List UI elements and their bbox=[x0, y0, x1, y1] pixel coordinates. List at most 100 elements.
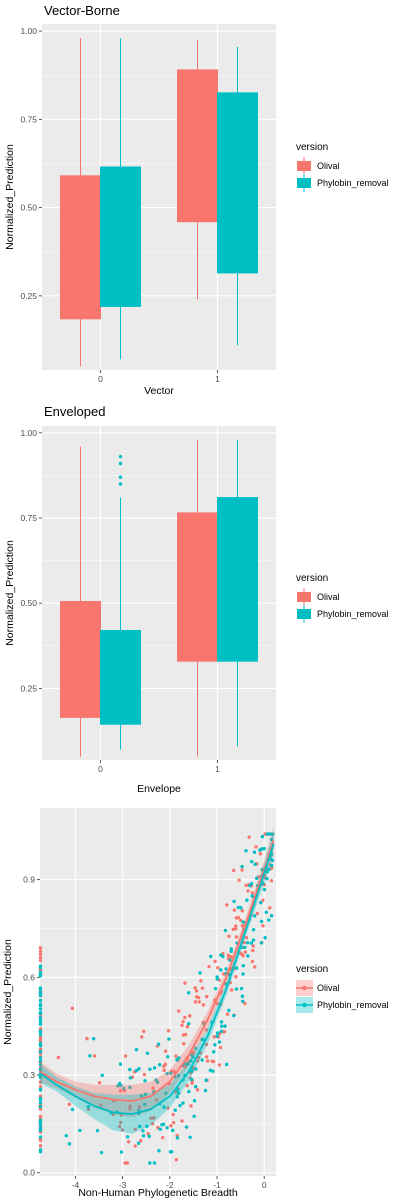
data-point bbox=[194, 1067, 198, 1071]
data-point bbox=[166, 1029, 171, 1033]
data-point bbox=[38, 1019, 43, 1024]
box-phylobin_removal-1 bbox=[217, 439, 258, 747]
data-point bbox=[181, 1019, 185, 1024]
data-point bbox=[211, 1069, 215, 1073]
data-point bbox=[234, 916, 239, 920]
box-body bbox=[60, 601, 101, 718]
data-point bbox=[234, 926, 238, 931]
data-point bbox=[209, 954, 213, 959]
data-point bbox=[270, 858, 275, 863]
data-point bbox=[137, 1067, 141, 1071]
data-point bbox=[234, 935, 239, 939]
data-point bbox=[219, 1020, 224, 1024]
data-point bbox=[38, 1062, 43, 1067]
y-tick-label: 0.75 bbox=[20, 513, 37, 523]
y-axis-label: Normalized_Prediction bbox=[2, 939, 14, 1045]
data-point bbox=[181, 1101, 185, 1105]
chart-title: Vector-Borne bbox=[44, 3, 120, 18]
box-olival-1 bbox=[177, 39, 218, 300]
x-tick-label: -2 bbox=[166, 1180, 174, 1190]
data-point bbox=[128, 1076, 133, 1080]
legend-1: version Olival Phylobin_removal bbox=[296, 142, 389, 192]
data-point bbox=[125, 1161, 130, 1165]
data-point bbox=[157, 1063, 162, 1067]
data-point bbox=[164, 1091, 168, 1095]
y-tick-label: 1.00 bbox=[20, 26, 37, 36]
data-point bbox=[119, 1113, 124, 1117]
data-point bbox=[38, 1017, 43, 1021]
y-tick-label: 0.50 bbox=[20, 598, 37, 608]
data-point bbox=[223, 1024, 227, 1028]
data-point bbox=[251, 944, 255, 948]
data-point bbox=[148, 1067, 152, 1071]
data-point bbox=[211, 1050, 216, 1054]
smooth-line-olival bbox=[39, 840, 275, 1103]
data-point bbox=[192, 1114, 196, 1118]
data-point bbox=[249, 881, 254, 886]
data-point bbox=[261, 924, 265, 928]
data-point bbox=[186, 1021, 191, 1026]
box-phylobin_removal-0 bbox=[100, 454, 141, 750]
data-point bbox=[38, 1114, 43, 1119]
data-point bbox=[229, 949, 233, 954]
data-point bbox=[38, 1074, 43, 1079]
data-point bbox=[241, 953, 245, 958]
data-point bbox=[38, 1135, 43, 1139]
data-point bbox=[137, 1108, 141, 1112]
data-point bbox=[38, 1044, 43, 1048]
data-point bbox=[245, 898, 249, 902]
data-point bbox=[133, 1144, 137, 1148]
data-point bbox=[259, 941, 264, 945]
y-axis-label: Normalized_Prediction bbox=[4, 540, 16, 646]
data-point bbox=[245, 941, 250, 945]
data-point bbox=[261, 898, 265, 902]
data-point bbox=[269, 914, 274, 918]
data-point bbox=[147, 1134, 151, 1139]
data-point bbox=[128, 1085, 132, 1090]
data-point bbox=[169, 1071, 173, 1075]
data-point bbox=[237, 878, 241, 882]
legend-key-box bbox=[297, 178, 311, 188]
data-point bbox=[240, 908, 244, 913]
data-point bbox=[189, 1104, 193, 1108]
data-point bbox=[182, 1042, 186, 1046]
data-point bbox=[231, 927, 235, 932]
data-point bbox=[240, 868, 244, 872]
data-point bbox=[175, 1094, 180, 1099]
data-point bbox=[185, 1024, 190, 1029]
data-point bbox=[38, 1120, 43, 1124]
box-outlier-point bbox=[118, 482, 123, 486]
data-point bbox=[174, 1090, 178, 1095]
chart-title: Enveloped bbox=[44, 404, 105, 419]
data-point bbox=[38, 1029, 43, 1033]
data-point bbox=[175, 1136, 180, 1140]
data-point bbox=[157, 1149, 161, 1153]
box-body bbox=[177, 69, 218, 223]
data-point bbox=[158, 1127, 162, 1131]
data-point bbox=[192, 1099, 197, 1103]
data-point bbox=[99, 1103, 103, 1107]
data-point bbox=[196, 1059, 200, 1063]
data-point bbox=[200, 1037, 204, 1041]
data-point bbox=[254, 845, 258, 849]
x-axis-label: Envelope bbox=[137, 783, 181, 795]
data-point bbox=[137, 1124, 142, 1129]
data-point bbox=[232, 1013, 236, 1018]
data-point bbox=[38, 949, 43, 953]
data-point bbox=[199, 979, 203, 983]
data-point bbox=[232, 899, 236, 904]
legend-label: Phylobin_removal bbox=[317, 609, 389, 619]
data-point bbox=[181, 1033, 186, 1037]
data-point bbox=[70, 1107, 75, 1112]
data-point bbox=[118, 1062, 123, 1066]
data-point bbox=[119, 1150, 124, 1154]
data-point bbox=[134, 1048, 139, 1052]
data-point bbox=[38, 1067, 43, 1072]
data-point bbox=[258, 852, 263, 856]
data-point bbox=[197, 1000, 201, 1004]
data-point bbox=[151, 1116, 156, 1120]
x-tick-label: -3 bbox=[119, 1180, 127, 1190]
data-point bbox=[145, 1051, 150, 1056]
data-point bbox=[264, 910, 268, 915]
data-point bbox=[156, 1042, 161, 1046]
